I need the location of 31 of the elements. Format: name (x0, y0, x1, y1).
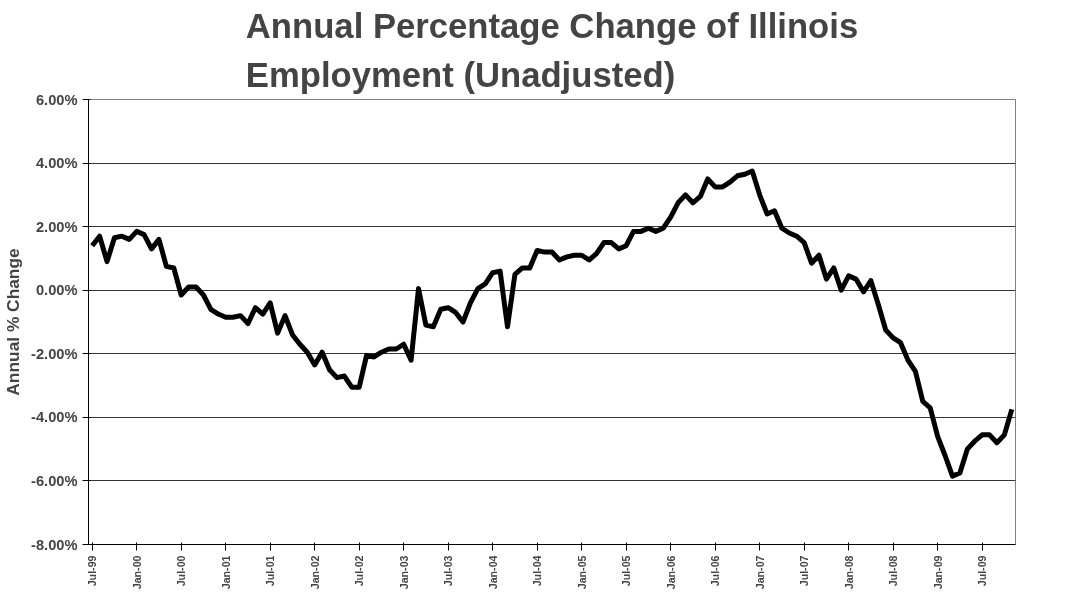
x-tick-label: Jul-04 (531, 555, 544, 587)
x-tick-label: Jan-06 (664, 555, 677, 590)
x-tick-label: Jan-04 (486, 555, 499, 590)
y-tick-label: -4.00% (31, 409, 78, 426)
x-tick-label: Jan-05 (575, 555, 588, 590)
y-tick-label: 4.00% (35, 155, 78, 172)
x-tick-label: Jul-03 (442, 555, 455, 587)
x-tick-label: Jan-00 (130, 555, 143, 590)
x-tick-label: Jan-09 (931, 555, 944, 590)
y-axis-title: Annual % Change (3, 247, 24, 396)
x-tick-label: Jul-00 (175, 555, 188, 587)
x-tick-label: Jan-01 (219, 555, 232, 590)
chart-title: Annual Percentage Change of Illinois Employment (Unadjusted) (245, 7, 859, 95)
x-tick-label: Jul-05 (620, 555, 633, 587)
x-tick-label: Jul-09 (976, 555, 989, 587)
y-tick-label: -2.00% (31, 345, 78, 362)
x-tick-label: Jan-02 (308, 555, 321, 590)
y-tick-label: 2.00% (35, 218, 78, 235)
y-tick-label: -6.00% (31, 472, 78, 489)
y-tick-label: 0.00% (35, 282, 78, 299)
x-tick-label: Jul-08 (887, 555, 900, 587)
x-tick-label: Jul-02 (353, 555, 366, 587)
y-tick-label: 6.00% (35, 91, 78, 108)
x-tick-label: Jan-07 (753, 555, 766, 590)
x-tick-label: Jan-08 (842, 555, 855, 590)
x-tick-label: Jan-03 (397, 555, 410, 590)
x-tick-label: Jul-07 (798, 555, 811, 587)
x-tick-label: Jul-99 (86, 555, 99, 587)
x-tick-label: Jul-01 (264, 555, 277, 587)
y-tick-label: -8.00% (31, 536, 78, 553)
x-tick-label: Jul-06 (709, 555, 722, 587)
